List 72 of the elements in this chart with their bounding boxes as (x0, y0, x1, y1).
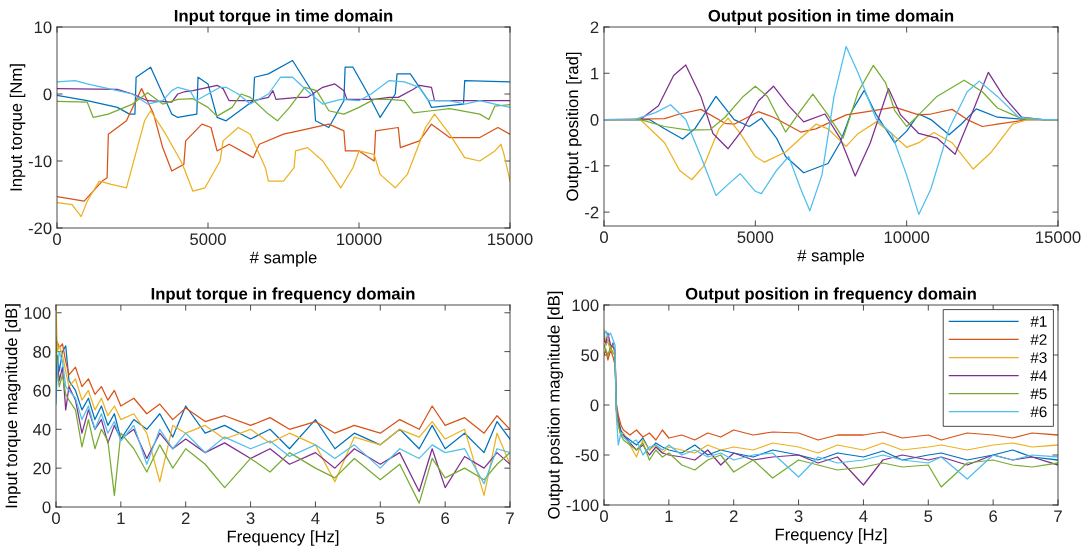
y-tick-label: -100 (566, 499, 599, 512)
chart-title: Output position in time domain (708, 9, 954, 25)
x-tick-label: 15000 (1036, 231, 1081, 244)
y-tick-label: 1 (591, 67, 599, 80)
x-tick-label: 3 (246, 512, 255, 525)
y-tick-label: 2 (590, 21, 599, 34)
legend-label: #2 (1030, 334, 1047, 345)
line-series (57, 76, 510, 109)
x-tick-label: 10000 (337, 233, 382, 246)
x-tick-label: 0 (53, 233, 61, 246)
y-tick-label: 0 (42, 501, 51, 514)
y-tick-label: 0 (590, 113, 599, 126)
x-tick-label: 4 (311, 512, 320, 524)
line-series (57, 59, 510, 129)
x-tick-label: 6 (441, 512, 450, 525)
x-tick-label: 7 (506, 512, 514, 524)
y-tick-label: 0 (43, 88, 52, 101)
x-tick-label: 0 (52, 512, 60, 525)
y-tick-label: 40 (32, 423, 51, 436)
x-tick-label: 5000 (190, 233, 226, 246)
x-tick-label: 5000 (737, 231, 774, 244)
y-tick-label: 20 (33, 462, 51, 475)
y-tick-label: -10 (28, 155, 52, 168)
x-tick-label: 1 (117, 512, 125, 524)
x-tick-label: 15000 (488, 233, 533, 246)
x-tick-label: 10000 (884, 231, 930, 244)
legend-label: #3 (1030, 352, 1047, 364)
legend-label: #1 (1030, 316, 1047, 327)
legend-label: #6 (1030, 406, 1047, 418)
y-axis-title: Output position [rad] (566, 52, 582, 201)
x-tick-label: 2 (181, 512, 190, 524)
x-tick-label: 7 (1054, 510, 1062, 522)
x-tick-label: 2 (729, 510, 738, 522)
line-series (57, 88, 510, 202)
y-tick-label: 10 (34, 21, 52, 34)
x-tick-label: 0 (600, 231, 608, 244)
line-series (604, 349, 1058, 441)
line-series (57, 86, 510, 122)
y-tick-label: 100 (572, 299, 599, 312)
y-tick-label: 80 (33, 346, 51, 358)
line-series (57, 83, 510, 103)
y-tick-label: -20 (28, 222, 52, 235)
line-series (56, 345, 510, 454)
x-axis-title: # sample (249, 251, 317, 267)
y-axis-title: Output position magnitude [dB] (547, 291, 564, 519)
y-tick-label: 60 (33, 384, 51, 397)
chart-title: Output position in frequency domain (685, 287, 976, 303)
chart-title: Input torque in time domain (174, 9, 393, 25)
chart-title: Input torque in frequency domain (151, 287, 415, 303)
legend-label: #5 (1030, 388, 1047, 400)
y-tick-label: 100 (24, 307, 51, 319)
legend-label: #4 (1030, 370, 1047, 381)
y-tick-label: 50 (581, 349, 599, 362)
x-tick-label: 1 (665, 510, 673, 522)
y-tick-label: -50 (575, 449, 599, 462)
x-tick-label: 5 (924, 510, 933, 523)
y-tick-label: -1 (585, 160, 599, 172)
x-tick-label: 5 (376, 512, 385, 525)
x-axis-title: Frequency [Hz] (775, 528, 887, 544)
y-axis-title: Input torque magnitude [dB] (5, 304, 21, 508)
x-axis-title: # sample (797, 249, 865, 265)
line-series (604, 45, 1058, 216)
x-tick-label: 0 (600, 510, 608, 523)
x-tick-label: 3 (794, 510, 803, 523)
x-axis-title: Frequency [Hz] (227, 530, 339, 546)
x-tick-label: 4 (859, 510, 868, 522)
x-tick-label: 6 (989, 510, 998, 523)
y-tick-label: 0 (590, 399, 599, 412)
y-axis-title: Input torque [Nm] (9, 64, 26, 191)
y-tick-label: -2 (585, 206, 599, 219)
line-series (57, 110, 510, 218)
line-series (56, 341, 510, 434)
